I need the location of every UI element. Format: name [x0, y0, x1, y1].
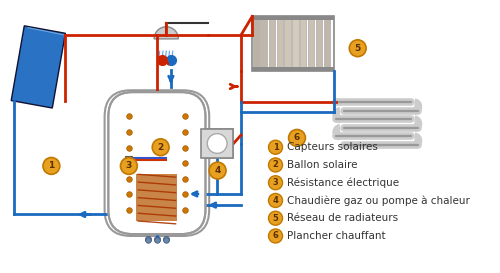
Text: 5: 5	[272, 214, 278, 223]
Text: 3: 3	[272, 178, 278, 187]
Circle shape	[43, 158, 60, 174]
Bar	[269, 18, 275, 69]
Text: 1: 1	[272, 143, 278, 152]
Circle shape	[120, 158, 138, 174]
Bar	[252, 16, 334, 71]
FancyBboxPatch shape	[104, 90, 209, 236]
Bar	[324, 18, 330, 69]
Text: 1: 1	[48, 161, 54, 170]
Bar	[300, 18, 306, 69]
Circle shape	[208, 134, 227, 153]
Circle shape	[268, 158, 282, 172]
Wedge shape	[154, 27, 178, 39]
Bar	[308, 18, 314, 69]
Circle shape	[206, 133, 228, 154]
Bar	[261, 18, 268, 69]
Polygon shape	[138, 173, 175, 222]
Bar	[252, 67, 334, 71]
Polygon shape	[138, 116, 175, 173]
Bar	[276, 18, 283, 69]
Text: 2: 2	[158, 143, 164, 152]
Circle shape	[350, 40, 366, 57]
Text: 6: 6	[294, 133, 300, 143]
Text: 4: 4	[272, 196, 278, 205]
Circle shape	[268, 211, 282, 225]
Circle shape	[209, 162, 226, 179]
Text: 2: 2	[272, 161, 278, 170]
Text: 3: 3	[126, 161, 132, 170]
Bar	[316, 18, 322, 69]
Circle shape	[288, 129, 306, 146]
Polygon shape	[136, 174, 177, 221]
Bar	[252, 16, 334, 20]
Bar	[292, 18, 298, 69]
Bar	[284, 18, 291, 69]
Text: 5: 5	[354, 44, 361, 53]
Bar	[253, 18, 260, 69]
Text: Plancher chauffant: Plancher chauffant	[286, 231, 386, 241]
Text: 4: 4	[214, 166, 221, 175]
Bar	[201, 129, 234, 158]
Polygon shape	[11, 26, 66, 108]
FancyBboxPatch shape	[108, 92, 206, 234]
Circle shape	[268, 194, 282, 207]
Text: Chaudière gaz ou pompe à chaleur: Chaudière gaz ou pompe à chaleur	[286, 195, 470, 206]
FancyBboxPatch shape	[110, 96, 204, 230]
Bar	[125, 156, 132, 161]
Text: Capteurs solaires: Capteurs solaires	[286, 142, 378, 152]
Text: Résistance électrique: Résistance électrique	[286, 177, 399, 188]
Circle shape	[268, 229, 282, 243]
Circle shape	[268, 176, 282, 190]
Text: Ballon solaire: Ballon solaire	[286, 160, 357, 170]
Text: Réseau de radiateurs: Réseau de radiateurs	[286, 213, 398, 223]
Bar	[124, 156, 131, 161]
Circle shape	[268, 140, 282, 154]
Circle shape	[152, 139, 169, 156]
Text: 6: 6	[272, 232, 278, 241]
Bar	[201, 129, 234, 158]
